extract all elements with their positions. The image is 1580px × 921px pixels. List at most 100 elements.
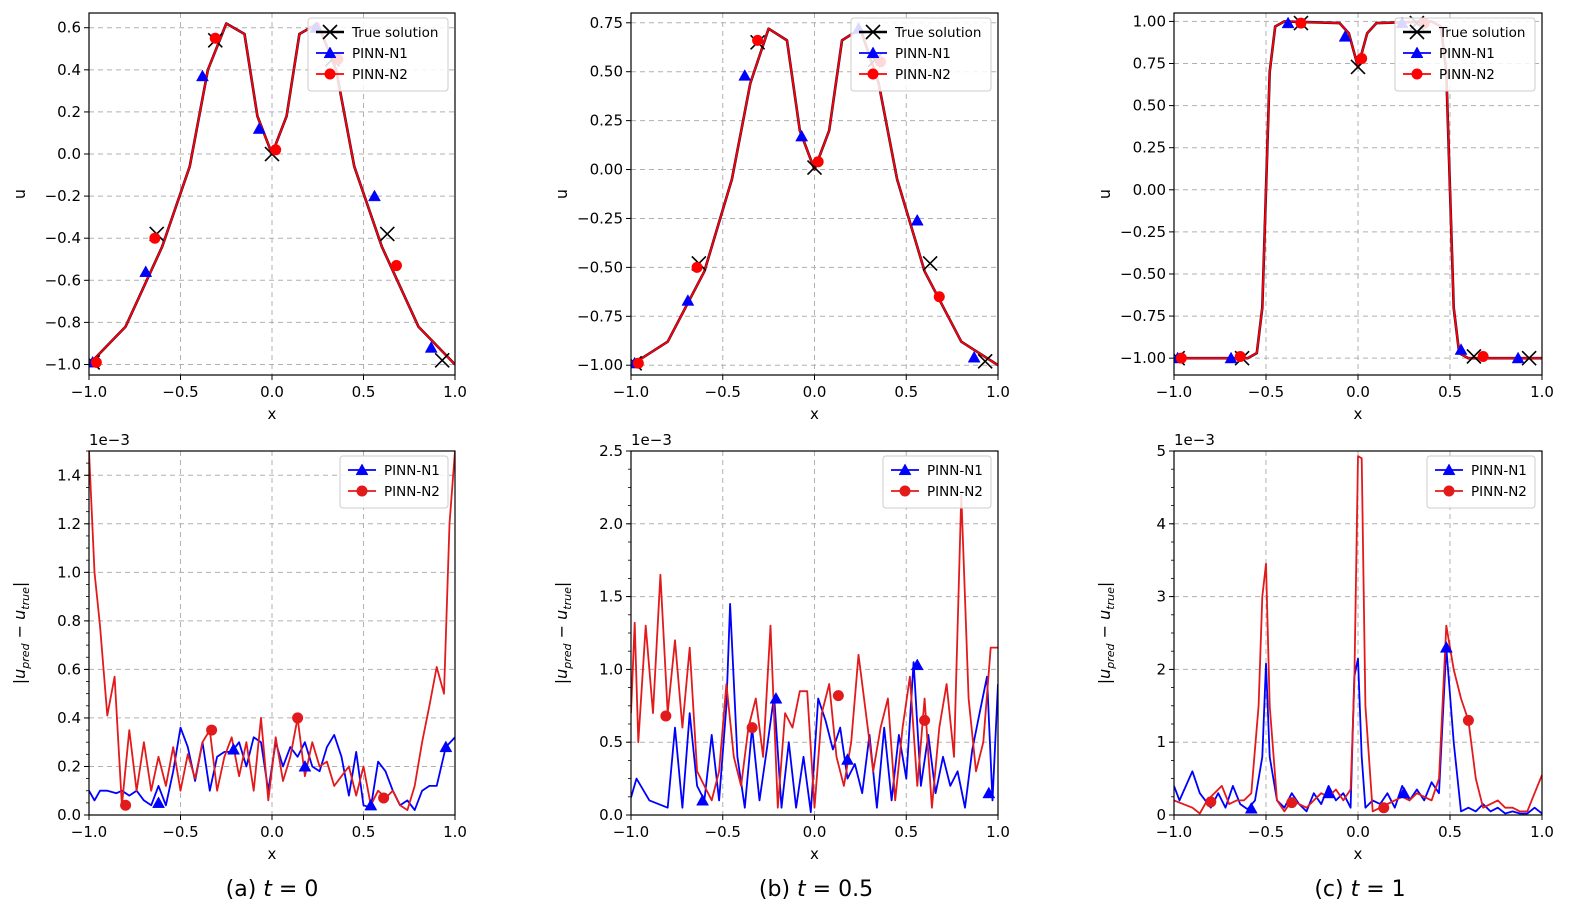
x-tick-label: −1.0 — [613, 383, 649, 401]
caption-c: (c) t = 1 — [1314, 877, 1405, 902]
y-tick-label: 0.50 — [1133, 97, 1166, 115]
data-point-pinn-n1 — [1338, 30, 1352, 42]
y-tick-label: 2 — [1156, 660, 1166, 678]
y-axis-label: u — [10, 189, 29, 199]
y-tick-label: 0 — [1156, 806, 1166, 824]
y-tick-label: 1.0 — [599, 660, 623, 678]
data-point-pinn-n2 — [292, 712, 304, 724]
series-line-pinn-n2 — [1174, 455, 1542, 815]
x-tick-label: 0.5 — [894, 823, 918, 841]
legend-marker — [866, 46, 880, 59]
legend-marker — [323, 46, 337, 59]
y-tick-label: 0.0 — [57, 145, 81, 163]
x-tick-label: 1.0 — [1530, 823, 1554, 841]
x-tick-label: −0.5 — [705, 383, 741, 401]
legend-entry: PINN-N2 — [895, 67, 951, 83]
y-tick-label: −0.75 — [1120, 307, 1166, 325]
data-point-pinn-n1 — [1281, 16, 1295, 29]
legend: PINN-N1 PINN-N2 — [1426, 455, 1536, 509]
y-tick-label: 0.2 — [57, 757, 81, 775]
x-tick-label: 0.5 — [352, 823, 376, 841]
y-tick-label: 0.25 — [590, 112, 623, 130]
legend-entry: PINN-N1 — [1471, 463, 1527, 479]
legend-entry: True solution — [351, 25, 438, 41]
plot-area — [631, 493, 998, 813]
legend-marker — [865, 24, 881, 40]
y-axis-label: |upred − utrue| — [1095, 582, 1117, 684]
y-tick-label: 1 — [1156, 733, 1166, 751]
x-axis-label: x — [1354, 845, 1363, 863]
y-tick-label: 1.0 — [57, 563, 81, 581]
y-tick-label: 0.8 — [57, 612, 81, 630]
legend: True solution PINN-N1 PINN-N2 — [850, 17, 992, 92]
series-line-pinn-n2 — [89, 451, 455, 811]
captions: (a) t = 0 (b) t = 0.5 (c) t = 1 — [226, 877, 1406, 902]
x-tick-label: −1.0 — [1156, 383, 1192, 401]
data-point-pinn-n2 — [90, 356, 102, 368]
data-point-true-solution — [977, 353, 993, 369]
y-axis-label: |upred − utrue| — [10, 582, 32, 684]
legend-entry: PINN-N1 — [1439, 46, 1495, 62]
y-tick-label: 0.00 — [1133, 181, 1166, 199]
x-tick-label: 1.0 — [986, 823, 1010, 841]
y-tick-label: 2.0 — [599, 515, 623, 533]
data-point-pinn-n2 — [832, 690, 844, 702]
legend-entry: PINN-N2 — [1471, 484, 1527, 500]
legend: PINN-N1 PINN-N2 — [882, 455, 992, 509]
data-point-pinn-n2 — [1295, 17, 1307, 29]
data-point-pinn-n2 — [1356, 52, 1368, 64]
x-tick-label: 0.0 — [1346, 383, 1370, 401]
legend-box — [850, 17, 992, 92]
data-point-pinn-n1 — [982, 786, 996, 799]
y-axis-label: |upred − utrue| — [552, 582, 574, 684]
data-point-pinn-n1 — [252, 122, 266, 134]
chart-a-bottom: −1.0 −0.5 0.0 0.5 1.0 0.0 0.2 0.4 0.6 0.8 1.0 1.2 1.… — [10, 431, 467, 863]
data-point-pinn-n2 — [209, 32, 221, 44]
x-tick-label: 0.0 — [803, 383, 827, 401]
data-point-pinn-n2 — [1234, 350, 1246, 362]
data-point-pinn-n1 — [424, 341, 438, 353]
data-point-pinn-n1 — [139, 265, 153, 277]
x-tick-label: 1.0 — [986, 383, 1010, 401]
data-point-pinn-n2 — [149, 232, 161, 244]
y-tick-label: −0.4 — [45, 229, 81, 247]
data-point-pinn-n2 — [378, 792, 390, 804]
y-tick-label: 0.6 — [57, 660, 81, 678]
series-line-pinn-n2 — [631, 493, 998, 809]
scale-label: 1e−3 — [631, 431, 672, 449]
y-tick-label: 0.5 — [599, 733, 623, 751]
chart-c-bottom: −1.0 −0.5 0.0 0.5 1.0 0 1 2 3 4 5 1e−3 x |upred − utr… — [1095, 431, 1554, 863]
y-tick-label: 0.75 — [590, 14, 623, 32]
series-line-pinn-n1 — [1174, 646, 1542, 815]
data-point-pinn-n2 — [1462, 714, 1474, 726]
y-tick-label: −1.0 — [45, 355, 81, 373]
data-point-pinn-n1 — [152, 796, 165, 808]
y-tick-label: 1.00 — [1133, 12, 1166, 30]
y-tick-label: −0.75 — [577, 307, 623, 325]
data-point-pinn-n1 — [196, 69, 209, 82]
y-tick-label: 0.00 — [590, 161, 623, 179]
data-point-pinn-n2 — [933, 291, 945, 303]
data-point-pinn-n1 — [368, 189, 381, 202]
y-tick-label: 1.4 — [57, 466, 81, 484]
data-point-pinn-n2 — [1286, 797, 1298, 809]
data-point-pinn-n2 — [660, 710, 672, 722]
x-tick-label: 1.0 — [1530, 383, 1554, 401]
data-point-pinn-n2 — [1205, 796, 1217, 808]
data-point-pinn-n1 — [1244, 801, 1258, 814]
y-tick-label: −0.25 — [1120, 223, 1166, 241]
legend-entry: PINN-N2 — [352, 67, 408, 83]
y-tick-label: 0.50 — [590, 63, 623, 81]
x-tick-label: 0.0 — [260, 383, 284, 401]
data-point-pinn-n2 — [812, 156, 824, 168]
x-axis-label: x — [1354, 405, 1363, 423]
data-point-pinn-n1 — [1224, 351, 1238, 364]
y-tick-label: 5 — [1156, 442, 1166, 460]
legend-marker — [1411, 68, 1423, 80]
legend-box — [339, 455, 449, 509]
y-tick-label: 2.5 — [599, 442, 623, 460]
x-tick-label: −0.5 — [162, 383, 198, 401]
data-point-pinn-n1 — [298, 759, 312, 772]
data-point-pinn-n2 — [919, 714, 931, 726]
